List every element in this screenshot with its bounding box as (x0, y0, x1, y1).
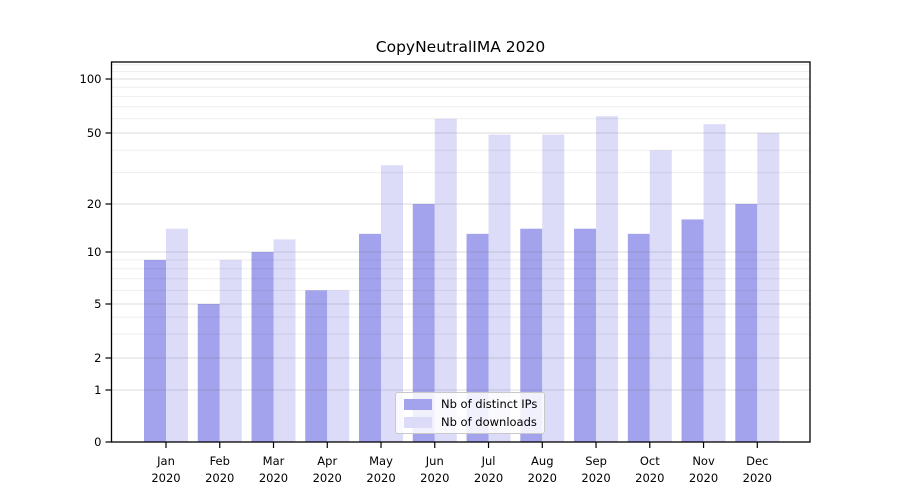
bar-downloads (219, 259, 242, 442)
x-tick-label-month: Jan (156, 454, 175, 468)
x-tick-label-year: 2020 (528, 471, 557, 485)
bar-distinct-ips (359, 233, 382, 442)
bar-distinct-ips (197, 304, 220, 442)
bar-distinct-ips (681, 219, 704, 442)
chart-title: CopyNeutralIMA 2020 (375, 38, 546, 56)
x-tick-label-month: Mar (263, 454, 285, 468)
x-tick-label-month: Feb (210, 454, 230, 468)
y-tick-label: 0 (94, 435, 101, 449)
x-tick-label-month: May (369, 454, 393, 468)
x-tick-label-year: 2020 (259, 471, 288, 485)
x-tick-label-year: 2020 (420, 471, 449, 485)
legend-swatch-distinct-ips (404, 398, 432, 410)
bar-downloads (757, 133, 780, 442)
y-tick-label: 20 (87, 197, 102, 211)
bar-distinct-ips (466, 233, 489, 442)
x-tick-label-month: Sep (585, 454, 607, 468)
bar-distinct-ips (305, 290, 328, 442)
bar-downloads (649, 150, 672, 442)
legend-swatch-downloads (404, 416, 432, 428)
y-tick-label: 10 (87, 245, 102, 259)
x-tick-label-month: Dec (746, 454, 768, 468)
legend-item-distinct-ips: Nb of distinct IPs (404, 396, 538, 412)
x-tick-label-year: 2020 (743, 471, 772, 485)
bar-distinct-ips (627, 233, 650, 442)
bar-downloads (381, 165, 404, 442)
legend: Nb of distinct IPs Nb of downloads (395, 392, 545, 434)
bar-distinct-ips (251, 252, 274, 442)
bar-downloads (596, 116, 619, 442)
x-tick-label-year: 2020 (635, 471, 664, 485)
y-tick-label: 50 (87, 126, 102, 140)
bar-downloads (273, 239, 296, 442)
x-tick-label-year: 2020 (474, 471, 503, 485)
x-tick-label-month: Jul (481, 454, 496, 468)
bar-distinct-ips (412, 204, 435, 442)
y-tick-label: 1 (94, 383, 101, 397)
legend-item-downloads: Nb of downloads (404, 414, 538, 430)
legend-label-distinct-ips: Nb of distinct IPs (441, 397, 538, 411)
x-tick-label-year: 2020 (689, 471, 718, 485)
bar-downloads (703, 124, 726, 442)
bar-distinct-ips (520, 228, 543, 442)
x-tick-label-month: Aug (531, 454, 553, 468)
x-tick-label-year: 2020 (205, 471, 234, 485)
x-tick-label-year: 2020 (313, 471, 342, 485)
bar-downloads (327, 290, 350, 442)
bar-downloads (434, 118, 457, 442)
x-tick-label-year: 2020 (581, 471, 610, 485)
x-tick-label-month: Jun (425, 454, 444, 468)
y-tick-label: 5 (94, 297, 101, 311)
x-tick-label-month: Nov (692, 454, 715, 468)
y-tick-label: 2 (94, 351, 101, 365)
x-tick-label-year: 2020 (366, 471, 395, 485)
y-tick-label: 100 (80, 72, 102, 86)
x-tick-label-month: Apr (317, 454, 337, 468)
x-tick-label-year: 2020 (151, 471, 180, 485)
bar-distinct-ips (144, 259, 166, 442)
bar-downloads (166, 228, 188, 442)
bar-downloads (542, 134, 565, 442)
bar-distinct-ips (574, 228, 597, 442)
x-tick-label-month: Oct (640, 454, 660, 468)
legend-label-downloads: Nb of downloads (441, 415, 537, 429)
bar-downloads (488, 134, 511, 442)
bar-distinct-ips (735, 204, 758, 442)
